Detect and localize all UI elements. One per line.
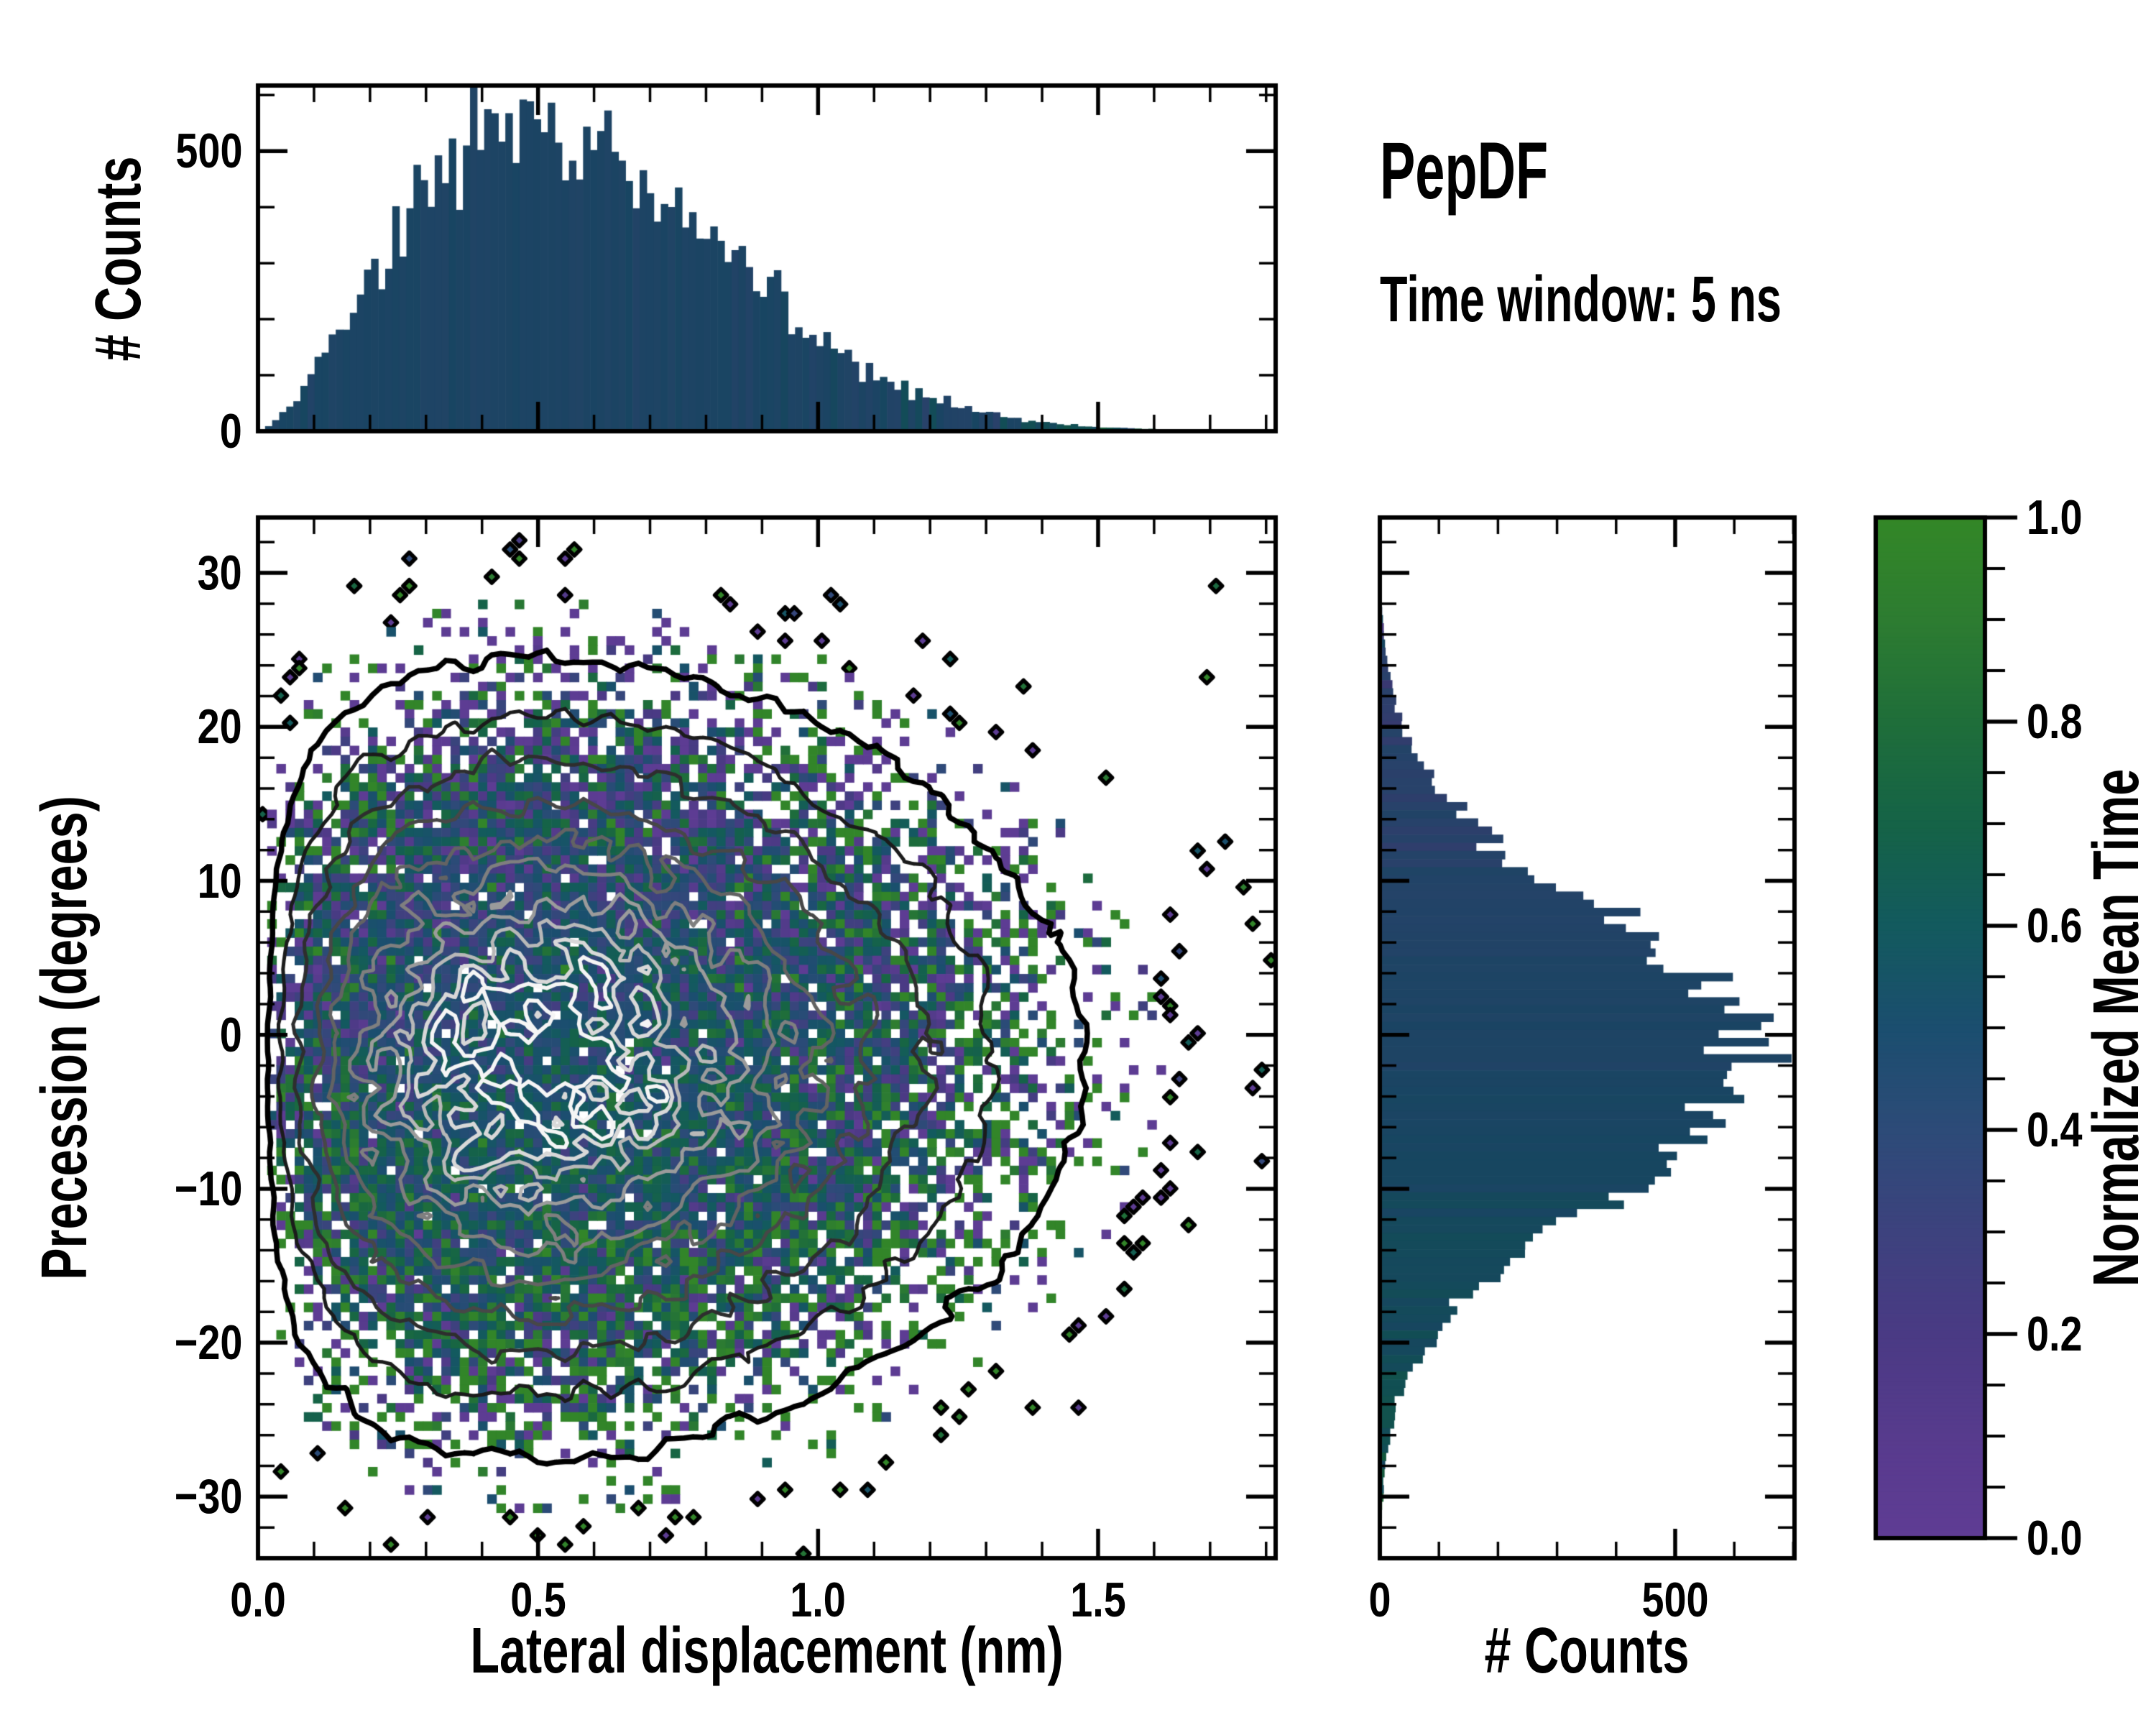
main-x-tick-label: 0.5 [510, 1573, 566, 1627]
right-hist-x-tick-label: 0 [1368, 1573, 1391, 1627]
colorbar-tick-label: 0.0 [2027, 1511, 2083, 1565]
main-x-tick-label: 0.0 [230, 1573, 286, 1627]
main-y-tick-label: 30 [197, 546, 242, 601]
main-x-tick-label: 1.0 [790, 1573, 847, 1627]
main-x-tick-label: 1.5 [1070, 1573, 1126, 1627]
main-y-tick-label: −30 [174, 1469, 242, 1524]
main-y-tick-label: 0 [219, 1007, 242, 1062]
main-y-axis-title: Precession (degrees) [29, 796, 101, 1280]
colorbar-tick-label: 1.0 [2027, 490, 2083, 545]
colorbar-tick-label: 0.6 [2027, 898, 2083, 953]
main-x-axis-title: Lateral displacement (nm) [470, 1615, 1064, 1687]
main-y-tick-label: 20 [197, 699, 242, 755]
figure-title: PepDF [1380, 126, 1549, 216]
main-y-tick-label: −20 [174, 1315, 242, 1371]
right-hist-x-axis-title: # Counts [1484, 1615, 1690, 1687]
colorbar-tick-label: 0.2 [2027, 1307, 2083, 1361]
right-hist-x-tick-label: 500 [1641, 1573, 1709, 1627]
top-hist-y-axis-title: # Counts [83, 156, 155, 362]
top-hist-y-tick-label: 0 [219, 404, 242, 459]
figure-subtitle: Time window: 5 ns [1380, 264, 1782, 336]
main-y-tick-label: 10 [197, 853, 242, 908]
colorbar-axis-title: Normalized Mean Time [2081, 768, 2152, 1287]
top-hist-y-tick-label: 500 [175, 124, 242, 179]
colorbar-tick-label: 0.4 [2027, 1103, 2083, 1157]
colorbar-tick-label: 0.8 [2027, 694, 2083, 749]
main-y-tick-label: −10 [174, 1161, 242, 1216]
